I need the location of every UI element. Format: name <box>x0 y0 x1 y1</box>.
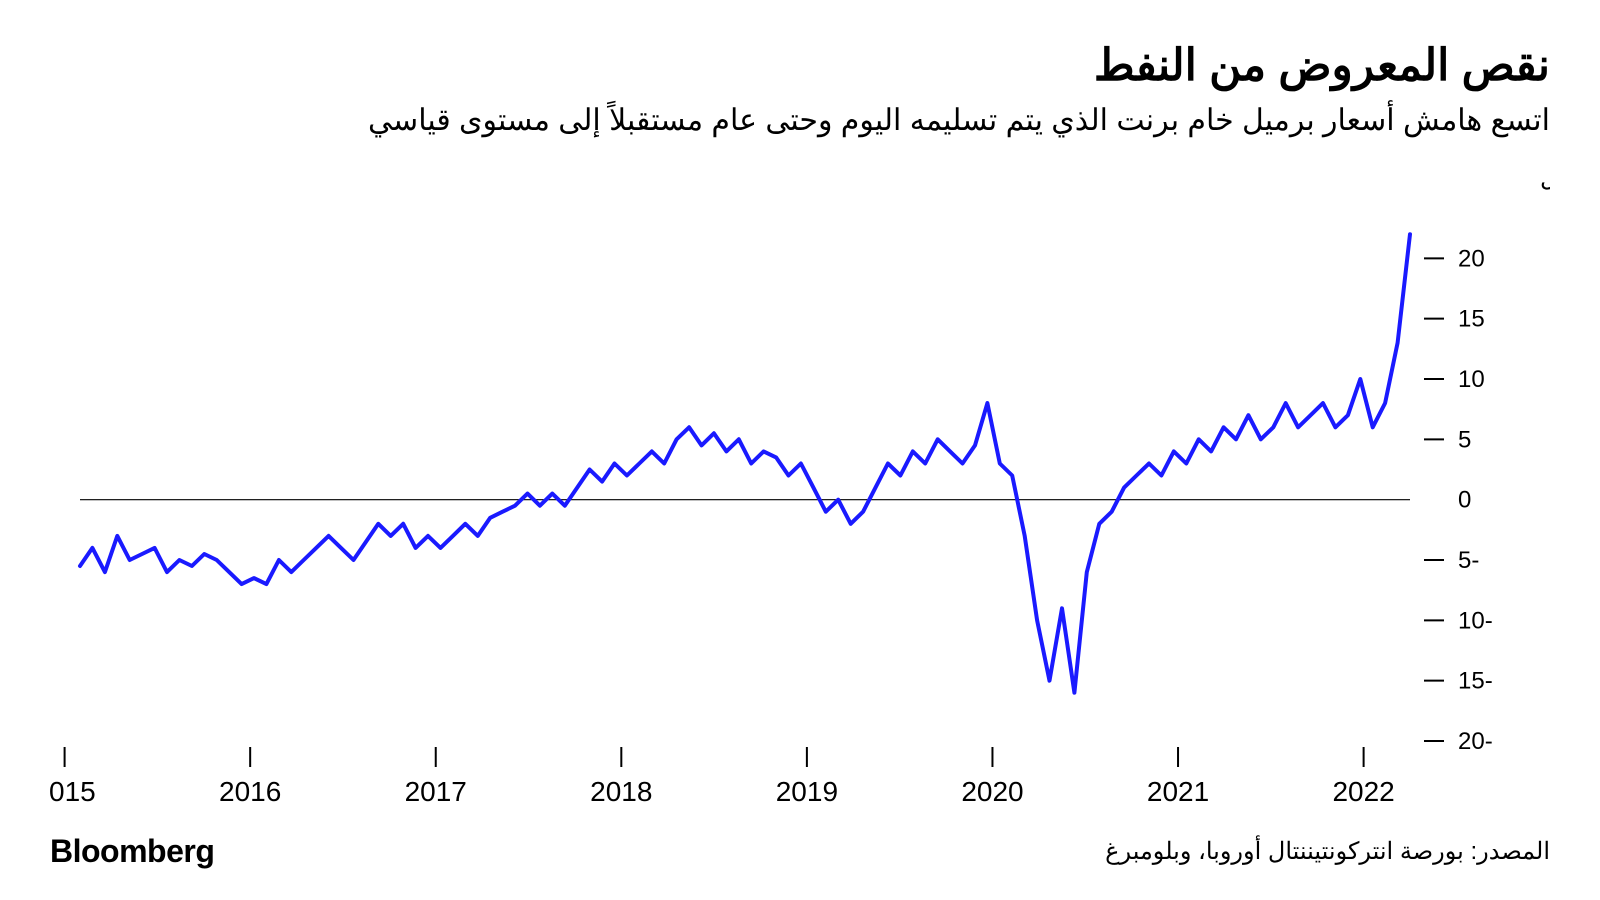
x-tick-label: 2020 <box>961 776 1023 807</box>
y-tick-label: 10- <box>1458 607 1493 634</box>
x-tick-label: 2018 <box>590 776 652 807</box>
source-attribution: المصدر: بورصة انتركونتيننتال أوروبا، وبل… <box>1105 837 1550 866</box>
y-tick-label: 20- <box>1458 728 1493 755</box>
chart-title: نقص المعروض من النفط <box>50 40 1550 91</box>
y-tick-label: 0 <box>1458 487 1471 514</box>
x-tick-label: 2016 <box>219 776 281 807</box>
y-tick-label: 15 <box>1458 306 1485 333</box>
x-tick-label: 2015 <box>50 776 96 807</box>
chart-subtitle: اتسع هامش أسعار برميل خام برنت الذي يتم … <box>50 103 1550 138</box>
x-tick-label: 2017 <box>405 776 467 807</box>
y-tick-label: 20 <box>1458 245 1485 272</box>
y-tick-label: 5- <box>1458 547 1479 574</box>
y-tick-label: 15- <box>1458 668 1493 695</box>
x-tick-label: 2022 <box>1332 776 1394 807</box>
x-tick-label: 2021 <box>1147 776 1209 807</box>
chart-area: 25 دولار للبرميل201510505-10-15-20-20152… <box>50 158 1550 821</box>
x-tick-label: 2019 <box>776 776 838 807</box>
price-spread-line <box>80 234 1410 693</box>
brand-logo: Bloomberg <box>50 833 214 870</box>
y-axis-unit-label: 25 دولار للبرميل <box>1540 165 1550 192</box>
line-chart-svg: 25 دولار للبرميل201510505-10-15-20-20152… <box>50 158 1550 821</box>
y-tick-label: 5 <box>1458 426 1471 453</box>
y-tick-label: 10 <box>1458 366 1485 393</box>
